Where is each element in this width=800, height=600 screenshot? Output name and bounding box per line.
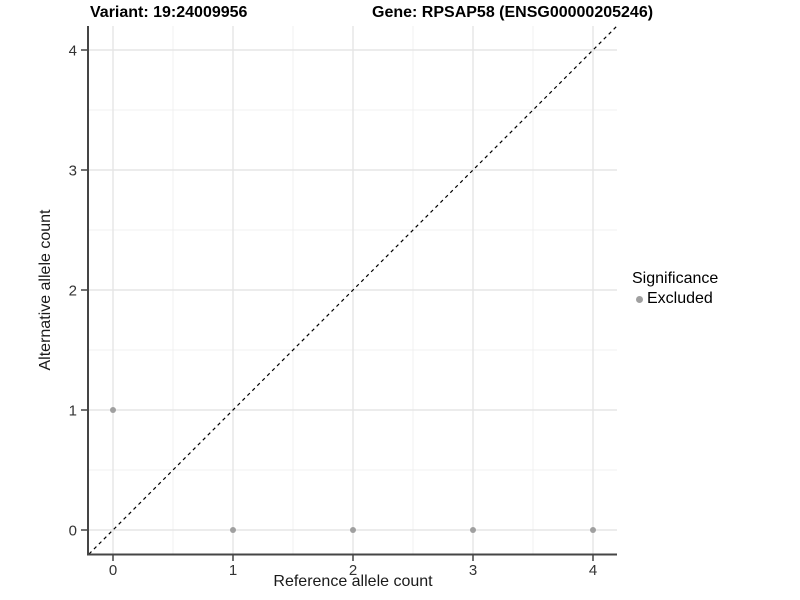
x-axis-title: Reference allele count <box>273 573 433 590</box>
data-point <box>230 527 236 533</box>
x-tick-label: 1 <box>229 562 237 579</box>
y-axis-title: Alternative allele count <box>37 209 54 371</box>
y-tick-label: 3 <box>69 163 77 180</box>
legend-item-label: Excluded <box>647 290 713 307</box>
identity-line <box>88 25 618 555</box>
plot-title-variant: Variant: 19:24009956 <box>90 4 248 21</box>
x-tick-label: 2 <box>349 562 357 579</box>
y-tick-label: 2 <box>69 283 77 300</box>
data-point <box>470 527 476 533</box>
legend-title: Significance <box>632 270 719 287</box>
legend: Significance Excluded <box>632 270 718 308</box>
legend-item-excluded: Excluded <box>632 290 718 308</box>
y-tick-label: 0 <box>69 523 77 540</box>
y-tick-label: 4 <box>69 43 77 60</box>
data-point <box>110 407 116 413</box>
x-tick-label: 0 <box>109 562 117 579</box>
x-tick-label: 4 <box>589 562 597 579</box>
y-tick-label: 1 <box>69 403 77 420</box>
data-point <box>350 527 356 533</box>
legend-point-icon <box>636 295 643 303</box>
plot-title-gene: Gene: RPSAP58 (ENSG00000205246) <box>372 4 654 21</box>
x-tick-label: 3 <box>469 562 477 579</box>
data-point <box>590 527 596 533</box>
